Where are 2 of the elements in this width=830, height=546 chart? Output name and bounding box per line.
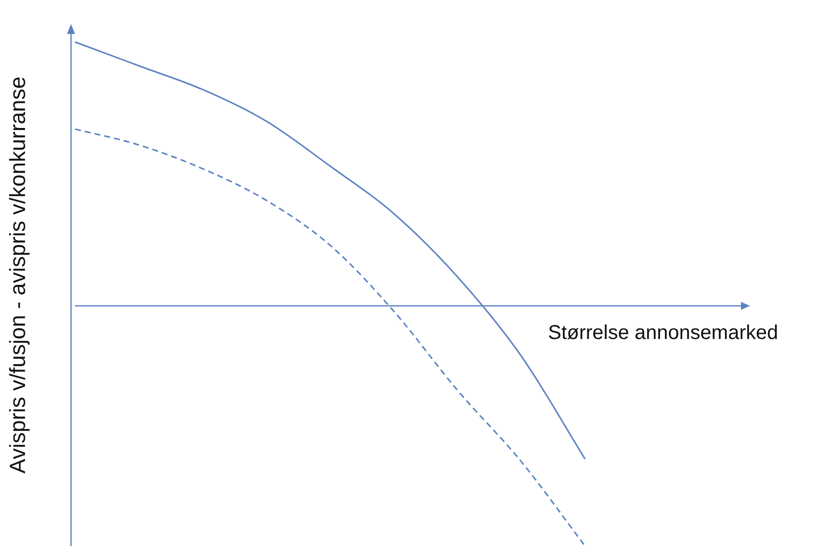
y-axis-title: Avispris v/fusjon - avispris v/konkurranse (5, 76, 31, 474)
x-axis-title: Størrelse annonsemarked (548, 322, 778, 345)
